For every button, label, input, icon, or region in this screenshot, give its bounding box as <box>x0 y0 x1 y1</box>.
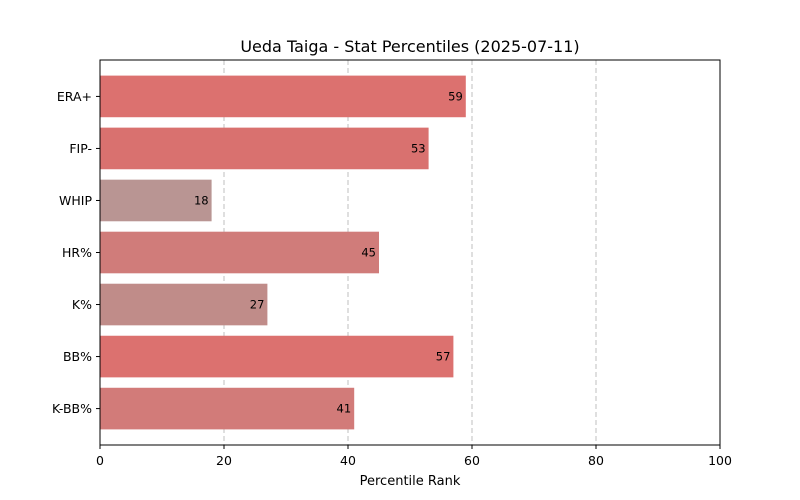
x-tick-label: 20 <box>216 453 232 468</box>
bar-value-label: 45 <box>361 246 376 260</box>
y-tick-label: K-BB% <box>52 401 92 416</box>
x-tick-label: 60 <box>464 453 480 468</box>
y-tick-label: ERA+ <box>57 89 92 104</box>
bar <box>100 75 466 118</box>
bar-value-label: 53 <box>411 141 426 155</box>
y-tick-label: WHIP <box>59 193 92 208</box>
bar <box>100 387 355 430</box>
x-tick-label: 40 <box>340 453 356 468</box>
x-tick-label: 80 <box>588 453 604 468</box>
bar-value-label: 27 <box>250 298 265 312</box>
chart-title: Ueda Taiga - Stat Percentiles (2025-07-1… <box>240 37 579 56</box>
y-tick-label: HR% <box>62 245 92 260</box>
bar <box>100 127 429 170</box>
axes: 0 20 40 60 80 100 ERA+ FIP- WHIP HR% K% BB% K-BB% <box>52 89 732 468</box>
y-tick-label: BB% <box>63 349 92 364</box>
bars: 59 53 18 45 27 57 41 <box>100 75 466 430</box>
bar <box>100 179 212 222</box>
x-tick-label: 0 <box>96 453 104 468</box>
bar-value-label: 41 <box>337 402 352 416</box>
bar-value-label: 57 <box>436 350 451 364</box>
bar-value-label: 59 <box>448 89 463 103</box>
y-tick-label: FIP- <box>69 141 92 156</box>
bar <box>100 335 454 378</box>
bar <box>100 283 268 326</box>
bar-value-label: 18 <box>194 193 209 207</box>
y-tick-label: K% <box>72 297 92 312</box>
x-axis-label: Percentile Rank <box>360 474 461 489</box>
x-tick-label: 100 <box>708 453 732 468</box>
bar <box>100 231 379 274</box>
